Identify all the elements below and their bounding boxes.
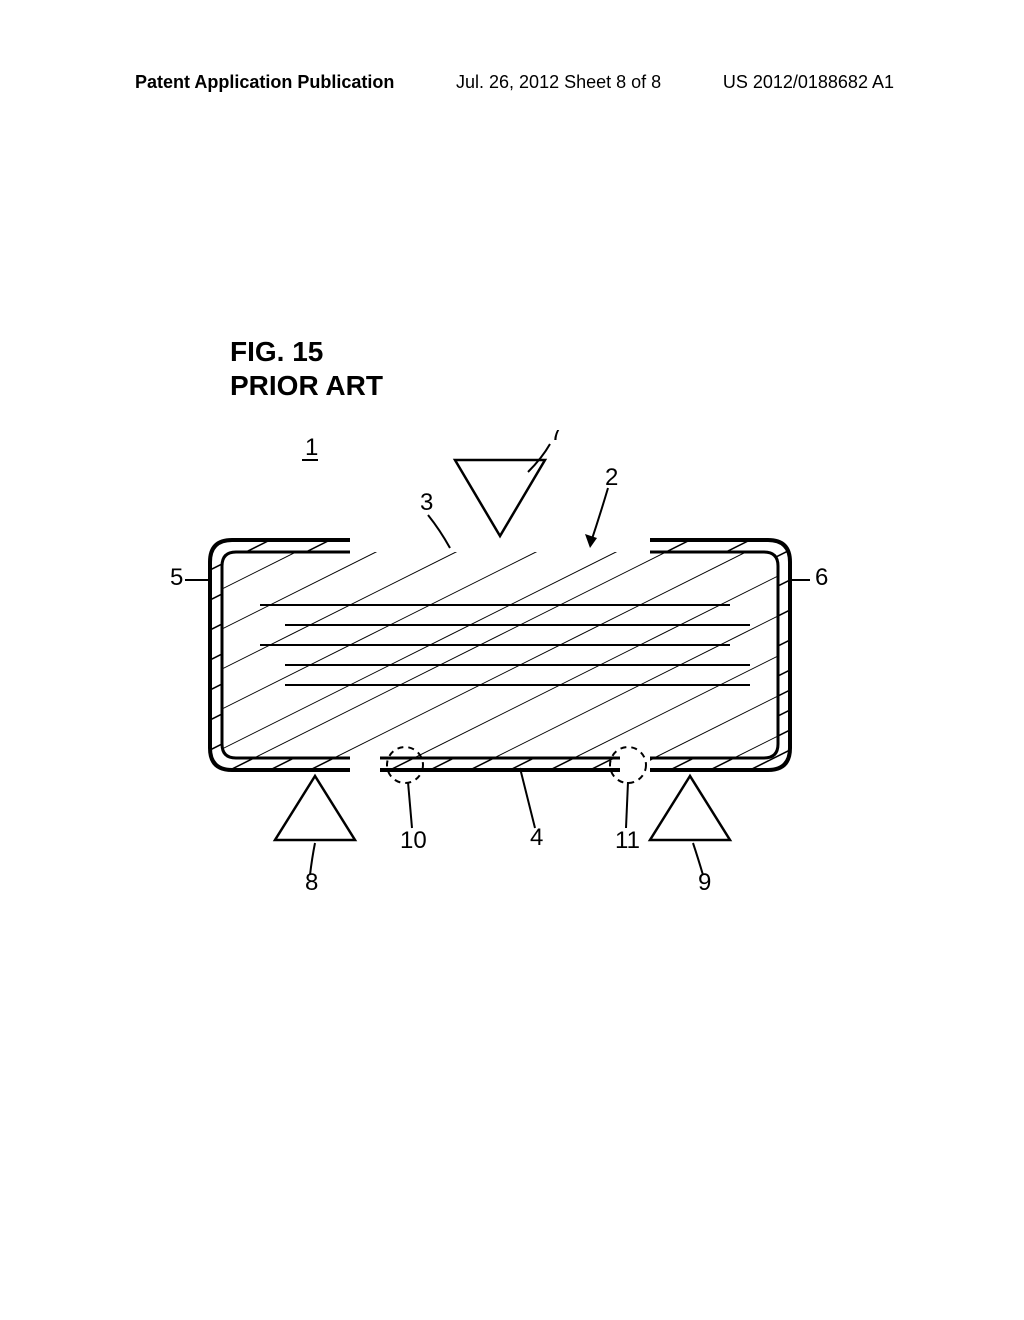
defect-left — [387, 747, 423, 783]
label-7: 7 — [550, 430, 563, 446]
bottom-left-support — [275, 776, 355, 840]
bottom-right-support — [650, 776, 730, 840]
label-11: 11 — [615, 827, 640, 854]
page-header: Patent Application Publication Jul. 26, … — [0, 72, 1024, 93]
figure-title: FIG. 15 PRIOR ART — [230, 335, 383, 402]
label-8: 8 — [305, 869, 318, 896]
top-indenter — [455, 460, 545, 536]
label-5: 5 — [170, 564, 183, 591]
label-2: 2 — [605, 464, 618, 491]
leader-lines — [185, 444, 810, 875]
figure-number: FIG. 15 — [230, 335, 383, 369]
label-10: 10 — [400, 827, 427, 854]
defect-right — [610, 747, 646, 783]
body-hatch — [200, 490, 810, 770]
header-right: US 2012/0188682 A1 — [723, 72, 894, 93]
diagram-svg: 1 2 3 4 5 6 7 8 9 10 11 — [150, 430, 850, 910]
reference-numerals: 1 2 3 4 5 6 7 8 9 10 11 — [170, 430, 828, 896]
label-1: 1 — [305, 434, 318, 461]
label-4: 4 — [530, 824, 543, 851]
diagram: 1 2 3 4 5 6 7 8 9 10 11 — [150, 430, 850, 910]
label-6: 6 — [815, 564, 828, 591]
prior-art-label: PRIOR ART — [230, 369, 383, 403]
header-center: Jul. 26, 2012 Sheet 8 of 8 — [456, 72, 661, 93]
header-left: Patent Application Publication — [135, 72, 394, 93]
label-9: 9 — [698, 869, 711, 896]
label-3: 3 — [420, 489, 433, 516]
